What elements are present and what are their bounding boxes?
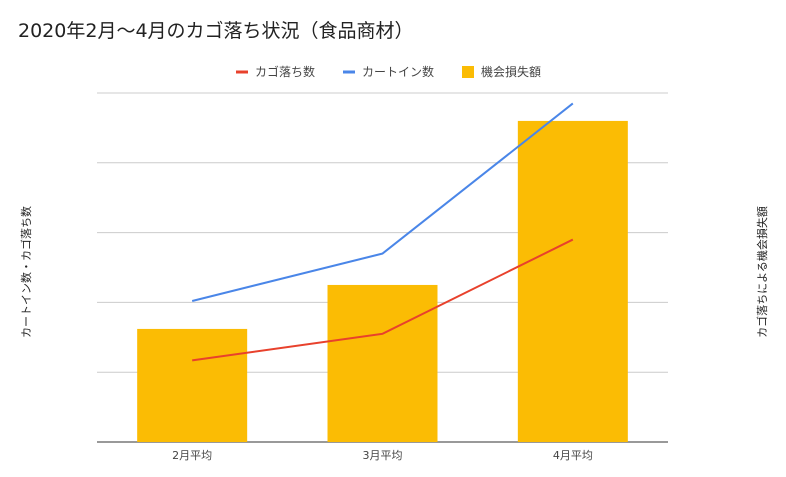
bar-1	[137, 328, 248, 442]
bar-series	[137, 120, 628, 443]
line-series	[191, 102, 574, 362]
bar-2	[327, 284, 438, 442]
x-tick-label: 3月平均	[363, 449, 403, 462]
line-series-1	[192, 238, 574, 362]
chart-title: 2020年2月〜4月のカゴ落ち状況（食品商材）	[18, 20, 414, 42]
line-series-2	[191, 102, 574, 302]
y-axis-right-title: カゴ落ちによる機会損失額	[755, 206, 769, 338]
legend-label: カートイン数	[362, 64, 434, 79]
legend: カゴ落ち数 カートイン数 機会損失額	[236, 64, 541, 79]
legend-swatch	[462, 66, 474, 78]
bar-3	[517, 120, 628, 443]
y-axis-left-title: カートイン数・カゴ落ち数	[19, 206, 33, 338]
x-axis-ticks: 2月平均 3月平均 4月平均	[172, 449, 593, 462]
legend-label: 機会損失額	[481, 64, 541, 79]
x-tick-label: 2月平均	[172, 449, 212, 462]
legend-label: カゴ落ち数	[255, 64, 315, 79]
x-tick-label: 4月平均	[553, 449, 593, 462]
